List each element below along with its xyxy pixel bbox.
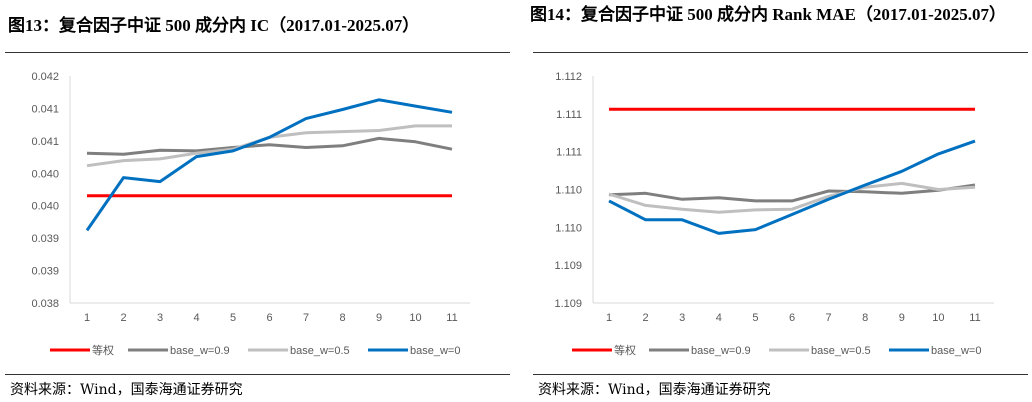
title-rule [533, 52, 1028, 53]
legend-label-equal: 等权 [614, 343, 636, 357]
x-tick-label: 6 [266, 312, 272, 324]
legend-label-w0: base_w=0 [931, 345, 981, 357]
figure-14-title: 图14：复合因子中证 500 成分内 Rank MAE（2017.01-2025… [530, 5, 1007, 24]
x-tick-label: 6 [789, 312, 795, 324]
legend-label-equal: 等权 [92, 343, 114, 357]
y-tick-label: 0.040 [31, 201, 59, 213]
series-line-w09 [608, 183, 976, 203]
x-tick-label: 9 [899, 312, 905, 324]
source-rule [5, 374, 510, 375]
y-tick-label: 1.110 [555, 185, 582, 197]
x-tick-label: 10 [932, 312, 944, 324]
y-tick-label: 1.110 [555, 222, 582, 234]
legend-label-w09: base_w=0.9 [691, 345, 751, 357]
rank-mae-line-chart: 1.112 1.111 1.111 1.110 1.110 1.109 1.109 1 2 3 4 5… [554, 71, 994, 357]
series-line-w05 [608, 181, 976, 214]
y-tick-label: 1.109 [554, 260, 582, 272]
source-rule [533, 374, 1028, 375]
ic-line-chart: 0.042 0.041 0.041 0.040 0.040 0.039 0.039 0.038… [31, 71, 470, 357]
y-tick-label: 0.041 [31, 103, 59, 115]
y-tick-label: 1.111 [556, 109, 582, 121]
x-tick-label: 4 [716, 312, 722, 324]
y-tick-label: 1.111 [556, 147, 582, 159]
x-tick-label: 2 [643, 312, 649, 324]
y-tick-label: 0.038 [31, 298, 59, 310]
legend-label-w09: base_w=0.9 [170, 345, 230, 357]
x-tick-label: 2 [120, 312, 126, 324]
x-tick-label: 7 [303, 312, 309, 324]
x-tick-label: 5 [752, 312, 758, 324]
y-tick-label: 1.109 [554, 298, 582, 310]
legend-label-w05: base_w=0.5 [290, 345, 350, 357]
x-tick-label: 4 [193, 312, 199, 324]
title-rule [5, 52, 510, 53]
x-tick-label: 11 [446, 312, 457, 324]
y-tick-label: 1.112 [555, 71, 582, 83]
figure-13-panel: 图13：复合因子中证 500 成分内 IC（2017.01-2025.07） 0… [0, 0, 515, 402]
series-line-w0 [85, 98, 453, 232]
legend-label-w05: base_w=0.5 [811, 345, 871, 357]
x-tick-label: 1 [84, 312, 90, 324]
x-tick-label: 8 [339, 312, 345, 324]
x-tick-label: 10 [409, 312, 421, 324]
x-tick-label: 11 [969, 312, 980, 324]
y-tick-label: 0.041 [31, 136, 59, 148]
source-note: 资料来源：Wind，国泰海通证券研究 [10, 382, 243, 398]
x-tick-label: 1 [606, 312, 612, 324]
x-tick-label: 8 [862, 312, 868, 324]
series-line-w0 [608, 139, 976, 235]
figure-13-title: 图13：复合因子中证 500 成分内 IC（2017.01-2025.07） [8, 16, 420, 35]
legend-label-w0: base_w=0 [410, 345, 460, 357]
x-tick-label: 7 [826, 312, 832, 324]
source-note: 资料来源：Wind，国泰海通证券研究 [538, 382, 771, 398]
x-tick-label: 3 [157, 312, 163, 324]
x-tick-label: 9 [376, 312, 382, 324]
y-tick-label: 0.039 [31, 233, 59, 245]
x-tick-label: 5 [230, 312, 236, 324]
y-tick-label: 0.042 [31, 71, 59, 83]
y-tick-label: 0.039 [31, 266, 59, 278]
series-line-w09 [86, 136, 453, 156]
y-tick-label: 0.040 [31, 168, 59, 180]
x-tick-label: 3 [679, 312, 685, 324]
figure-14-panel: 图14：复合因子中证 500 成分内 Rank MAE（2017.01-2025… [522, 0, 1032, 402]
